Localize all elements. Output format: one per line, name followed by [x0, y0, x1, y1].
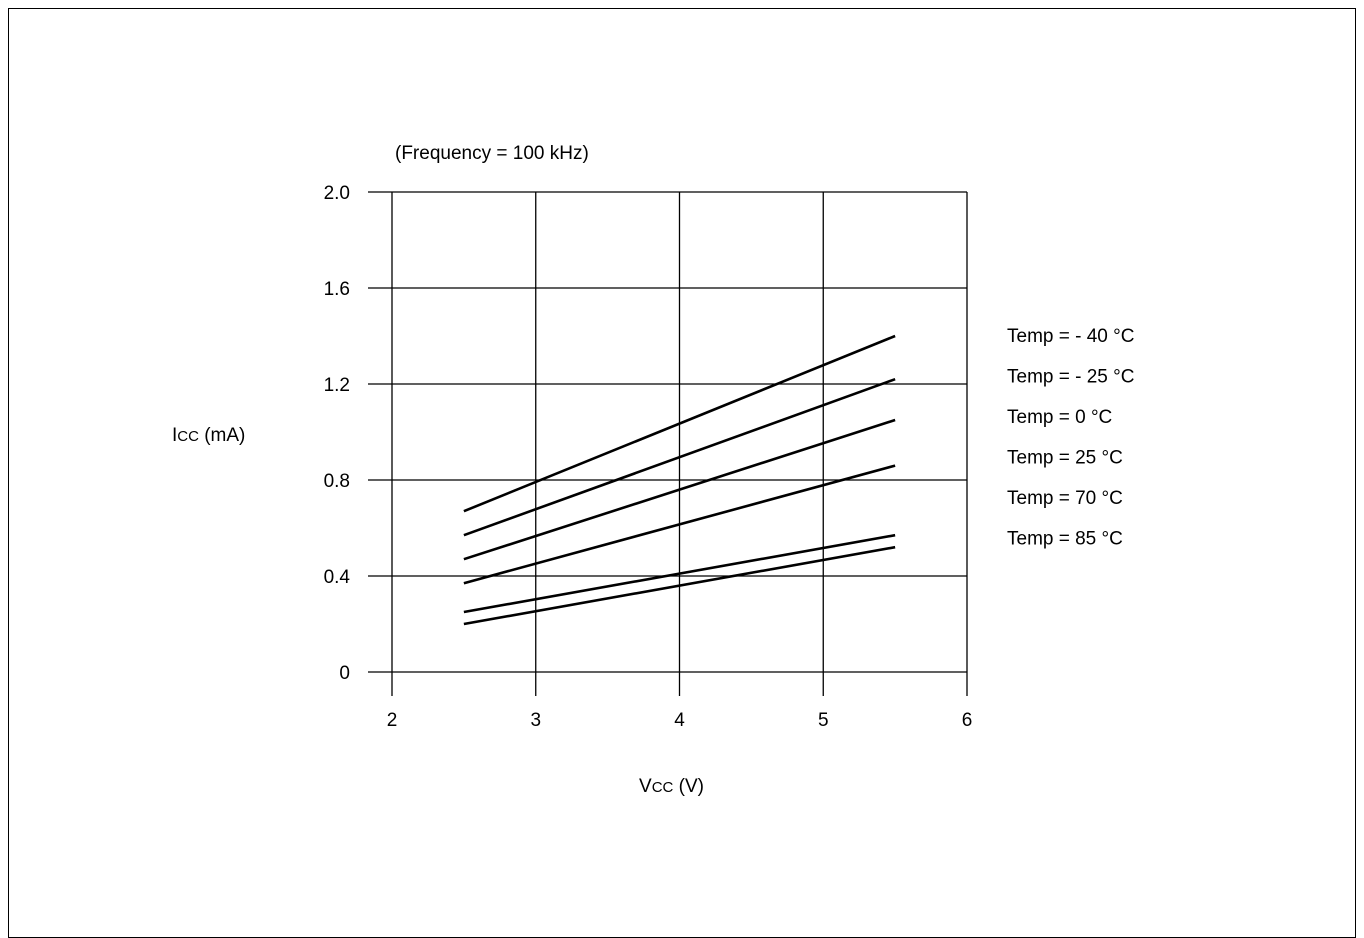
legend-entry: Temp = 25 °C	[1007, 448, 1123, 469]
legend: Temp = - 40 °C Temp = - 25 °C Temp = 0 °C T…	[1007, 326, 1134, 550]
legend-entry: Temp = 70 °C	[1007, 488, 1123, 509]
legend-entry: Temp = - 40 °C	[1007, 326, 1134, 347]
chart-subtitle: (Frequency = 100 kHz)	[395, 143, 589, 164]
tick-labels: 0 0.4 0.8 1.2 1.6 2.0 2 3 4 5 6	[324, 183, 973, 731]
series-line	[463, 545, 896, 626]
grid	[368, 191, 968, 696]
series-line	[463, 377, 896, 537]
x-tick-label: 5	[818, 710, 829, 731]
series-line	[463, 334, 896, 513]
legend-entry: Temp = 85 °C	[1007, 529, 1123, 550]
series-line	[463, 418, 896, 561]
x-tick-label: 6	[962, 710, 973, 731]
legend-entry: Temp = - 25 °C	[1007, 367, 1134, 388]
x-tick-label: 4	[674, 710, 685, 731]
y-tick-label: 2.0	[324, 183, 350, 204]
y-axis-label: ICC (mA)	[172, 425, 245, 446]
y-tick-label: 0	[339, 663, 350, 684]
series-line	[463, 464, 896, 585]
y-tick-label: 0.8	[324, 471, 350, 492]
y-tick-label: 1.2	[324, 375, 350, 396]
x-axis-label: VCC (V)	[639, 776, 704, 797]
legend-entry: Temp = 0 °C	[1007, 407, 1112, 428]
x-tick-label: 3	[530, 710, 541, 731]
x-tick-label: 2	[387, 710, 398, 731]
y-tick-label: 1.6	[324, 279, 350, 300]
series-lines	[463, 334, 896, 626]
y-tick-label: 0.4	[324, 567, 351, 588]
series-line	[463, 533, 896, 614]
